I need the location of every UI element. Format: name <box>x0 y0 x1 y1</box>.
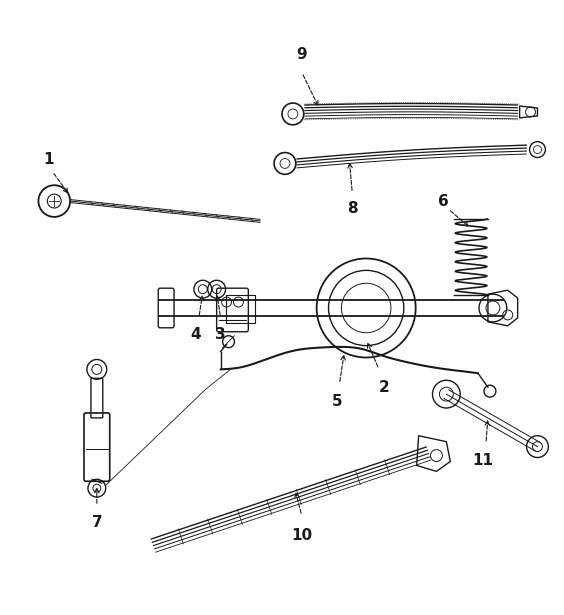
Text: 5: 5 <box>332 394 343 408</box>
Text: 9: 9 <box>297 47 307 62</box>
Text: 11: 11 <box>473 453 494 468</box>
Text: 8: 8 <box>347 202 358 216</box>
Text: 2: 2 <box>378 379 389 395</box>
Text: 1: 1 <box>43 152 54 167</box>
Text: 10: 10 <box>291 528 312 543</box>
Text: 4: 4 <box>191 327 201 342</box>
Text: 3: 3 <box>215 327 226 342</box>
Text: 7: 7 <box>91 515 102 530</box>
Text: 6: 6 <box>438 194 449 208</box>
